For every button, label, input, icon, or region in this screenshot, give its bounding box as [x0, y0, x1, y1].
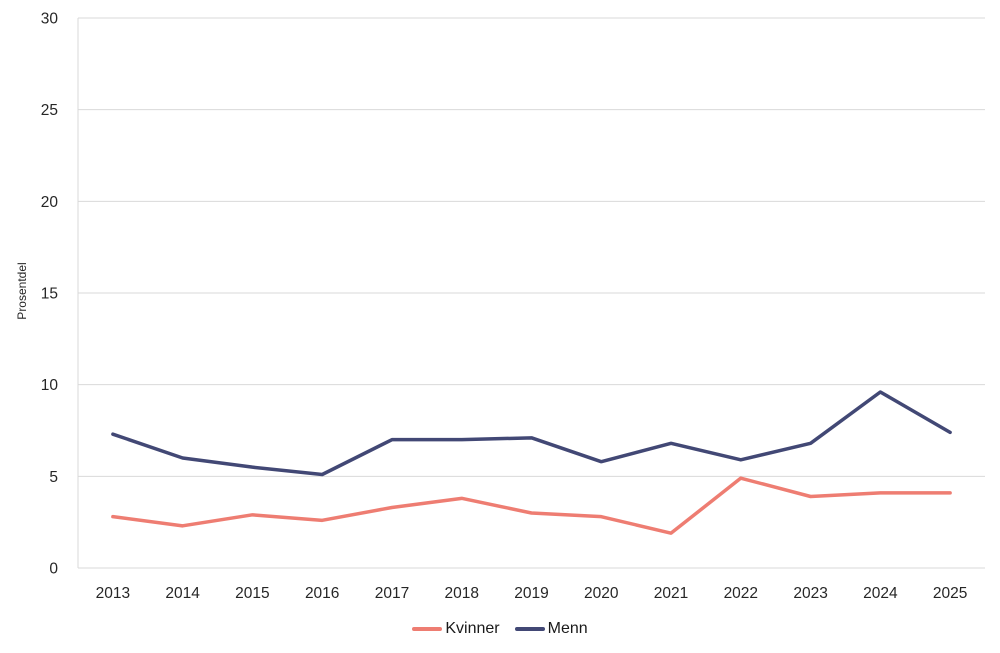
- y-tick-label: 10: [41, 377, 59, 394]
- y-tick-label: 5: [49, 469, 58, 486]
- x-tick-label: 2014: [165, 585, 200, 602]
- series-line-kvinner: [111, 476, 952, 535]
- legend-line-swatch: [514, 627, 545, 631]
- x-tick-label: 2019: [514, 585, 548, 602]
- x-tick-label: 2021: [654, 585, 688, 602]
- x-tick-label: 2013: [96, 585, 130, 602]
- y-tick-label: 20: [41, 194, 59, 211]
- legend-label: Menn: [547, 620, 588, 637]
- x-tick-label: 2025: [933, 585, 967, 602]
- x-tick-label: 2022: [724, 585, 758, 602]
- y-axis-title: Prosentdel: [15, 262, 29, 319]
- y-tick-label: 15: [41, 286, 58, 303]
- x-tick-label: 2015: [235, 585, 269, 602]
- y-tick-label: 25: [41, 102, 58, 119]
- series-line-menn: [111, 390, 952, 477]
- legend-label: Kvinner: [445, 620, 500, 637]
- legend-item-menn: Menn: [514, 620, 588, 637]
- y-tick-label: 30: [41, 11, 59, 28]
- x-tick-label: 2017: [375, 585, 409, 602]
- x-tick-label: 2023: [793, 585, 827, 602]
- x-tick-label: 2018: [444, 585, 478, 602]
- x-tick-label: 2016: [305, 585, 339, 602]
- chart-legend: Kvinner Menn: [0, 618, 1000, 640]
- y-tick-label: 0: [49, 561, 58, 578]
- legend-line-swatch: [412, 627, 443, 631]
- x-tick-label: 2024: [863, 585, 898, 602]
- x-tick-label: 2020: [584, 585, 619, 602]
- legend-item-kvinner: Kvinner: [412, 620, 500, 637]
